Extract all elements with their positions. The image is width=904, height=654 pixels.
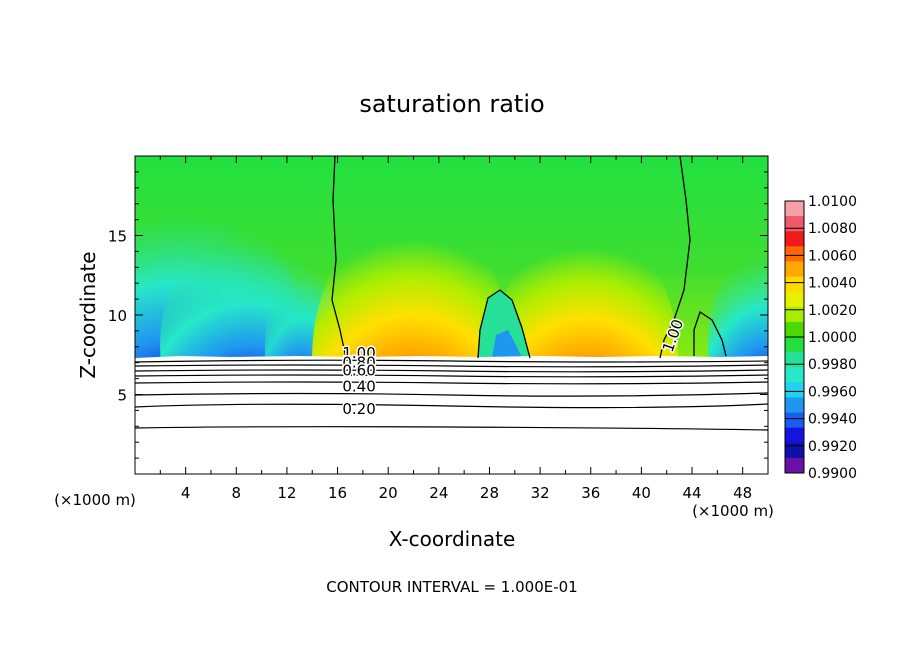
- x-tick-label: 20: [379, 484, 398, 502]
- x-tick-label: 8: [232, 484, 242, 502]
- colorbar-swatch: [785, 321, 804, 338]
- colorbar-swatch: [785, 291, 804, 308]
- contour-label: 0.20: [342, 400, 375, 418]
- colorbar-tick-label: 1.0060: [808, 248, 857, 264]
- colorbar: 1.0100 1.0080 1.0060 1.0040 1.0020 1.0000 0.99…: [784, 194, 857, 482]
- x-tick-label: 4: [181, 484, 191, 502]
- x-unit-label: (×1000 m): [54, 491, 136, 509]
- colorbar-swatch: [785, 337, 804, 353]
- colorbar-swatch: [785, 276, 804, 293]
- colorbar-tick-label: 1.0080: [808, 221, 857, 237]
- x-tick-label: 24: [429, 484, 448, 502]
- x-tick-label: 16: [328, 484, 347, 502]
- colorbar-tick-label: 1.0040: [808, 276, 857, 292]
- colorbar-tick-label: 0.9900: [808, 466, 857, 482]
- y-axis-label: Z-coordinate: [76, 251, 100, 378]
- colorbar-swatch: [785, 382, 804, 398]
- colorbar-swatch: [785, 352, 804, 368]
- x-axis-label: X-coordinate: [389, 527, 516, 551]
- y-tick-label: 10: [108, 307, 127, 325]
- x-tick-label: 40: [632, 484, 651, 502]
- colorbar-tick-label: 1.0020: [808, 303, 857, 319]
- x-tick-label: 28: [480, 484, 499, 502]
- contour-labels: 1.000.800.600.400.201.00: [341, 315, 689, 419]
- colorbar-swatch: [785, 246, 804, 262]
- colorbar-tick-label: 1.0100: [808, 194, 857, 210]
- contour-line-1-00-west: [331, 156, 347, 359]
- contour-label: 0.60: [342, 362, 375, 380]
- y-tick-label: 15: [108, 228, 127, 246]
- colorbar-tick-label: 1.0000: [808, 330, 857, 346]
- contour-line-1-00-right: [693, 310, 727, 357]
- colorbar-swatch: [785, 367, 804, 383]
- y-unit-label: (×1000 m): [692, 502, 774, 520]
- contour-interval-note: CONTOUR INTERVAL = 1.000E-01: [326, 578, 577, 596]
- contour-label: 1.00: [342, 344, 375, 362]
- colorbar-swatch: [785, 397, 804, 414]
- colorbar-swatch: [785, 261, 804, 278]
- colorbar-tick-label: 0.9980: [808, 357, 857, 373]
- y-tick-label: 5: [117, 387, 127, 405]
- colorbar-swatch: [785, 231, 804, 247]
- x-tick-label: 12: [277, 484, 296, 502]
- chart-title: saturation ratio: [359, 90, 544, 118]
- x-tick-label: 48: [733, 484, 752, 502]
- lower-contours: [135, 359, 768, 431]
- contour-label: 0.80: [342, 354, 375, 372]
- y-axis-ticks: 5 10 15: [108, 171, 768, 459]
- x-tick-label: 36: [581, 484, 600, 502]
- dry-cell-middle-core: [492, 330, 522, 358]
- colorbar-swatch: [785, 412, 804, 429]
- colorbar-swatch: [785, 457, 804, 474]
- lower-layer: [135, 356, 768, 474]
- plot-field: [135, 156, 768, 474]
- contour-line-1-00-middle: [477, 289, 531, 359]
- dry-cell-middle: [478, 290, 530, 358]
- colorbar-tick-label: 0.9960: [808, 384, 857, 400]
- colorbar-swatch: [785, 427, 804, 444]
- x-tick-label: 44: [682, 484, 701, 502]
- x-axis-ticks: 4 8 12 16 20 24 28 32 36 40 44 48: [159, 156, 752, 502]
- colorbar-swatch: [785, 442, 804, 459]
- colorbar-tick-label: 0.9920: [808, 439, 857, 455]
- colorbar-tick-label: 0.9940: [808, 412, 857, 428]
- colorbar-swatch: [785, 306, 804, 323]
- colorbar-swatch: [785, 201, 804, 217]
- colorbar-swatch: [785, 216, 804, 232]
- x-tick-label: 32: [531, 484, 550, 502]
- contour-line-1-00-east: [659, 156, 691, 359]
- contour-label: 0.40: [342, 378, 375, 396]
